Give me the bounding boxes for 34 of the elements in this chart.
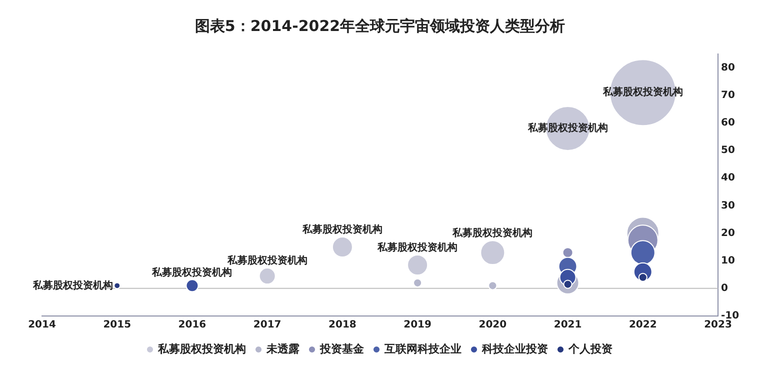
x-tick-label: 2015 <box>103 320 132 331</box>
x-tick-label: 2016 <box>178 320 206 331</box>
y-tick-label: 20 <box>721 228 735 239</box>
x-tick-label: 2019 <box>404 320 432 331</box>
x-tick-label: 2022 <box>628 320 657 331</box>
annotation: 私募股权投资机构 <box>226 254 308 267</box>
x-tick-label: 2021 <box>554 320 582 331</box>
annotation: 私募股权投资机构 <box>151 266 232 278</box>
annotation: 私募股权投资机构 <box>301 224 382 236</box>
y-tick-label: 0 <box>721 283 728 294</box>
legend-label: 投资基金 <box>319 342 365 356</box>
legend-label: 科技企业投资 <box>481 342 548 356</box>
y-tick-label: 70 <box>721 90 735 101</box>
annotation: 私募股权投资机构 <box>32 279 114 292</box>
y-tick-label: 50 <box>721 145 735 156</box>
x-tick-label: 2017 <box>253 320 282 331</box>
annotation: 私募股权投资机构 <box>452 227 533 240</box>
y-tick-label: 10 <box>721 255 735 266</box>
x-tick-label: 2014 <box>28 320 56 331</box>
chart-title: 图表5：2014-2022年全球元宇宙领域投资人类型分析 <box>194 16 566 35</box>
legend-label: 互联网科技企业 <box>384 342 462 356</box>
annotation: 私募股权投资机构 <box>526 122 608 134</box>
y-tick-label: 30 <box>721 200 735 212</box>
legend-label: 私募股权投资机构 <box>157 342 246 356</box>
annotation: 私募股权投资机构 <box>376 242 458 254</box>
x-tick-label: 2023 <box>704 320 732 331</box>
legend-label: 未透露 <box>266 342 300 356</box>
x-tick-label: 2018 <box>328 320 356 331</box>
y-tick-label: 40 <box>721 172 735 184</box>
annotation: 私募股权投资机构 <box>602 86 683 98</box>
legend-label: 个人投资 <box>568 342 612 356</box>
x-tick-label: 2020 <box>478 320 507 331</box>
y-tick-label: 60 <box>721 118 735 129</box>
y-tick-label: 80 <box>721 62 735 74</box>
